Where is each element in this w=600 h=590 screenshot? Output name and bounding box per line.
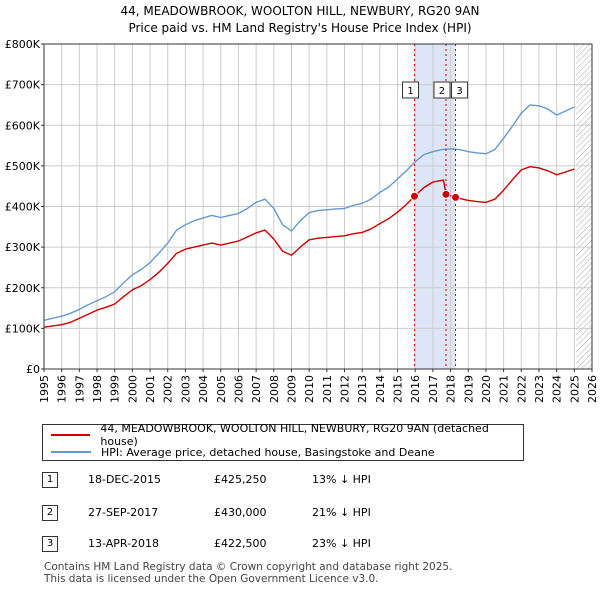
- x-tick-label: 2017: [427, 375, 440, 403]
- x-tick-label: 1997: [73, 375, 86, 403]
- x-tick-label: 2016: [409, 375, 422, 403]
- y-tick-label: £300K: [5, 241, 41, 254]
- transaction-hpi-diff: 13% ↓ HPI: [312, 473, 371, 486]
- x-tick-label: 2018: [445, 375, 458, 403]
- footer-line-1: Contains HM Land Registry data © Crown c…: [44, 561, 453, 573]
- sale-number-label: 1: [407, 86, 413, 97]
- transaction-date: 27-SEP-2017: [88, 506, 159, 519]
- x-tick-label: 2000: [126, 375, 139, 403]
- y-tick-label: £600K: [5, 119, 41, 132]
- x-tick-label: 2005: [215, 375, 228, 403]
- transaction-number: 2: [42, 505, 58, 521]
- y-tick-label: £500K: [5, 160, 41, 173]
- transaction-number: 3: [42, 536, 58, 552]
- x-tick-label: 1999: [109, 375, 122, 403]
- price-series-line: [44, 165, 575, 328]
- x-tick-label: 2003: [179, 375, 192, 403]
- chart-title: 44, MEADOWBROOK, WOOLTON HILL, NEWBURY, …: [120, 4, 480, 18]
- sale-number-box: [433, 81, 451, 99]
- sale-number-box: [402, 81, 420, 99]
- footer-line-2: This data is licensed under the Open Gov…: [44, 573, 379, 585]
- y-tick-label: £700K: [5, 79, 41, 92]
- sale-point: [451, 192, 461, 202]
- x-tick-label: 2004: [197, 375, 210, 403]
- x-tick-label: 1996: [56, 375, 69, 403]
- x-tick-label: 2022: [515, 375, 528, 403]
- sale-number-label: 3: [456, 86, 462, 97]
- legend-hpi-swatch: [51, 451, 91, 453]
- transaction-price: £425,250: [214, 473, 267, 486]
- y-tick-label: £200K: [5, 282, 41, 295]
- transaction-row: 2 27-SEP-2017 £430,000 21% ↓ HPI: [0, 505, 600, 525]
- footer-attribution: Contains HM Land Registry data © Crown c…: [44, 561, 452, 585]
- sale-point: [441, 189, 451, 199]
- transaction-price: £422,500: [214, 537, 267, 550]
- legend-item-price: 44, MEADOWBROOK, WOOLTON HILL, NEWBURY, …: [43, 422, 523, 448]
- transaction-number: 1: [42, 472, 58, 488]
- y-tick-label: £800K: [5, 38, 41, 51]
- x-tick-label: 2026: [586, 375, 599, 403]
- transaction-row: 1 18-DEC-2015 £425,250 13% ↓ HPI: [0, 472, 600, 492]
- x-tick-label: 2021: [498, 375, 511, 403]
- transaction-hpi-diff: 23% ↓ HPI: [312, 537, 371, 550]
- y-tick-label: £400K: [5, 201, 41, 214]
- x-tick-label: 2007: [250, 375, 263, 403]
- sale-point: [410, 191, 420, 201]
- x-tick-label: 2009: [285, 375, 298, 403]
- x-tick-label: 2006: [232, 375, 245, 403]
- x-tick-label: 2008: [268, 375, 281, 403]
- x-tick-label: 2013: [356, 375, 369, 403]
- legend-item-hpi: HPI: Average price, detached house, Basi…: [43, 444, 435, 460]
- x-tick-label: 2023: [533, 375, 546, 403]
- y-tick-label: £0: [26, 363, 40, 376]
- legend-hpi-label: HPI: Average price, detached house, Basi…: [101, 445, 435, 459]
- x-tick-label: 2014: [374, 375, 387, 403]
- x-tick-label: 1995: [38, 375, 51, 403]
- x-tick-label: 2001: [144, 375, 157, 403]
- x-tick-label: 1998: [91, 375, 104, 403]
- x-tick-label: 2025: [568, 375, 581, 403]
- x-tick-label: 2019: [462, 375, 475, 403]
- sale-number-label: 2: [439, 86, 445, 97]
- legend-price-swatch: [51, 434, 91, 436]
- legend-price-label: 44, MEADOWBROOK, WOOLTON HILL, NEWBURY, …: [100, 422, 489, 448]
- y-tick-label: £100K: [5, 322, 41, 335]
- transaction-date: 18-DEC-2015: [88, 473, 162, 486]
- transaction-date: 13-APR-2018: [88, 537, 160, 550]
- transaction-hpi-diff: 21% ↓ HPI: [312, 506, 371, 519]
- chart-legend: 44, MEADOWBROOK, WOOLTON HILL, NEWBURY, …: [42, 422, 524, 461]
- x-tick-label: 2020: [480, 375, 493, 403]
- transaction-price: £430,000: [214, 506, 267, 519]
- transaction-row: 3 13-APR-2018 £422,500 23% ↓ HPI: [0, 536, 600, 556]
- x-tick-label: 2015: [392, 375, 405, 403]
- x-tick-label: 2011: [321, 375, 334, 403]
- x-tick-label: 2010: [303, 375, 316, 403]
- sale-number-box: [451, 81, 469, 99]
- chart-subtitle: Price paid vs. HM Land Registry's House …: [128, 21, 472, 35]
- x-tick-label: 2024: [551, 375, 564, 403]
- x-tick-label: 2002: [162, 375, 175, 403]
- x-tick-label: 2012: [339, 375, 352, 403]
- hpi-series-line: [44, 104, 575, 321]
